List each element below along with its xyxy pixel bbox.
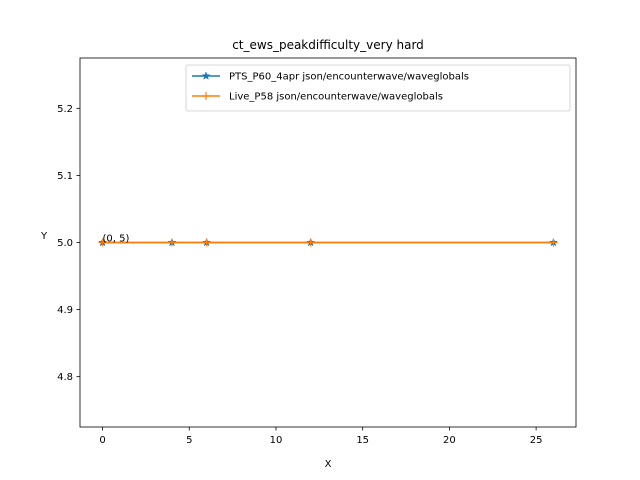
series-1	[98, 238, 558, 247]
legend-label: Live_P58 json/encounterwave/waveglobals	[229, 92, 443, 103]
data-point	[98, 238, 107, 247]
x-tick-label: 20	[443, 435, 456, 446]
y-tick-label: 5.2	[57, 104, 73, 115]
annotations: (0, 5)	[103, 234, 130, 245]
data-point	[549, 238, 558, 247]
chart-title: ct_ews_peakdifficulty_very hard	[232, 38, 424, 52]
x-tick-label: 0	[99, 435, 105, 446]
y-tick-label: 5.1	[57, 171, 73, 182]
x-tick-label: 15	[356, 435, 369, 446]
point-annotation: (0, 5)	[103, 234, 130, 245]
legend-marker	[201, 71, 211, 80]
legend-label: PTS_P60_4apr json/encounterwave/waveglob…	[229, 72, 469, 83]
legend-marker	[202, 92, 210, 100]
x-tick-label: 10	[270, 435, 283, 446]
x-tick-label: 5	[186, 435, 192, 446]
x-axis-label: X	[325, 459, 332, 470]
legend-item: PTS_P60_4apr json/encounterwave/waveglob…	[192, 71, 469, 83]
data-marks	[98, 237, 558, 247]
data-point	[202, 238, 211, 247]
y-axis-ticks: 4.8 4.9 5.0 5.1 5.2	[57, 104, 80, 383]
y-tick-label: 4.8	[57, 372, 73, 383]
data-point	[167, 238, 176, 247]
x-axis-ticks: 0 5 10 15 20 25	[99, 427, 542, 446]
legend: PTS_P60_4apr json/encounterwave/waveglob…	[185, 64, 571, 112]
y-tick-label: 4.9	[57, 305, 73, 316]
y-tick-label: 5.0	[57, 238, 73, 249]
data-point	[306, 238, 315, 247]
x-tick-label: 25	[530, 435, 543, 446]
legend-box	[185, 64, 571, 112]
legend-item: Live_P58 json/encounterwave/waveglobals	[192, 92, 443, 103]
y-axis-label: Y	[40, 231, 48, 242]
